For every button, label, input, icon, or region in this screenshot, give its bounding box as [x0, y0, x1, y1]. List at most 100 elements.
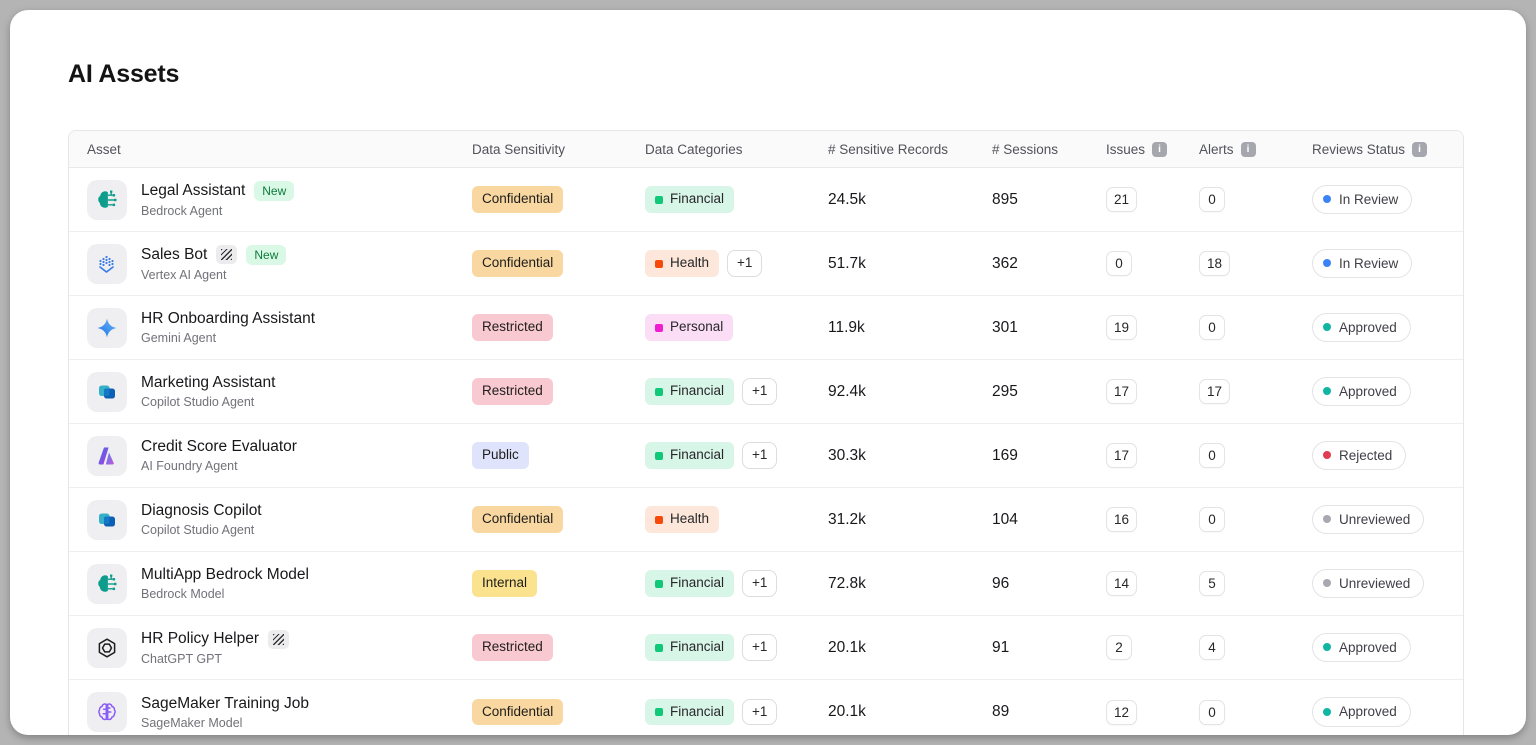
- alerts-count-chip[interactable]: 4: [1199, 635, 1225, 660]
- more-categories-chip[interactable]: +1: [727, 250, 763, 277]
- alerts-count-chip[interactable]: 17: [1199, 379, 1231, 404]
- asset-name: MultiApp Bedrock Model: [141, 566, 309, 583]
- alerts-count-chip[interactable]: 5: [1199, 571, 1225, 596]
- issues-count-chip[interactable]: 21: [1106, 187, 1138, 212]
- asset-type-label: Gemini Agent: [141, 331, 217, 345]
- data-sensitivity-badge: Confidential: [472, 506, 564, 533]
- status-dot-icon: [1323, 707, 1331, 716]
- data-categories-cell: Financial +1: [645, 634, 828, 661]
- table-header-row: Asset Data Sensitivity Data Categories # Se…: [69, 131, 1463, 168]
- review-status-label: Approved: [1339, 383, 1397, 399]
- category-label: Financial: [670, 191, 725, 207]
- data-categories-cell: Personal: [645, 314, 828, 341]
- status-dot-icon: [1323, 579, 1331, 588]
- more-categories-chip[interactable]: +1: [742, 634, 778, 661]
- alerts-count-chip[interactable]: 0: [1199, 315, 1225, 340]
- asset-type-label: Vertex AI Agent: [141, 268, 227, 283]
- asset-type-label: Bedrock Agent: [141, 204, 223, 219]
- column-header-sensitive-records: # Sensitive Records: [828, 142, 992, 157]
- asset-name: Legal Assistant: [141, 181, 246, 199]
- table-row[interactable]: Sales Bot New Vertex AI Agent Confidenti…: [69, 232, 1463, 296]
- review-status-badge: Unreviewed: [1312, 568, 1425, 599]
- asset-type-label: ChatGPT GPT: [141, 651, 223, 666]
- issues-count-chip[interactable]: 19: [1106, 315, 1138, 340]
- table-row[interactable]: SageMaker Training Job SageMaker Model C…: [69, 680, 1463, 735]
- category-dot-icon: [655, 323, 663, 332]
- data-categories-cell: Financial +1: [645, 442, 828, 469]
- data-sensitivity-badge: Confidential: [472, 186, 564, 213]
- status-dot-icon: [1323, 643, 1331, 652]
- table-row[interactable]: MultiApp Bedrock Model Bedrock Model Int…: [69, 552, 1463, 616]
- more-categories-chip[interactable]: +1: [742, 442, 778, 469]
- table-row[interactable]: Legal Assistant New Bedrock Agent Confid…: [69, 168, 1463, 232]
- sensitive-records-value: 11.9k: [828, 318, 865, 336]
- column-header-issues: Issues i: [1106, 141, 1199, 157]
- info-icon[interactable]: i: [1152, 141, 1168, 157]
- issues-count-chip[interactable]: 16: [1106, 507, 1138, 532]
- data-sensitivity-badge: Public: [472, 442, 529, 469]
- review-status-badge: Approved: [1312, 376, 1411, 407]
- more-categories-chip[interactable]: +1: [742, 378, 778, 405]
- sensitive-records-value: 30.3k: [828, 446, 866, 464]
- new-badge: New: [254, 180, 295, 202]
- category-dot-icon: [655, 387, 663, 396]
- openai-icon: [87, 627, 127, 668]
- data-sensitivity-badge: Internal: [472, 570, 538, 597]
- category-dot-icon: [655, 579, 663, 588]
- alerts-count-chip[interactable]: 0: [1199, 443, 1225, 468]
- issues-count-chip[interactable]: 17: [1106, 379, 1138, 404]
- diagonal-stripes-icon: [221, 249, 233, 261]
- category-chip-personal: Personal: [645, 314, 734, 341]
- data-categories-cell: Financial +1: [645, 570, 828, 597]
- review-status-badge: Approved: [1312, 312, 1411, 343]
- category-dot-icon: [655, 708, 663, 716]
- table-row[interactable]: Marketing Assistant Copilot Studio Agent…: [69, 360, 1463, 424]
- issues-count-chip[interactable]: 17: [1106, 443, 1138, 468]
- table-row[interactable]: HR Policy Helper ChatGPT GPT Restricted …: [69, 616, 1463, 680]
- copilot-icon: [87, 499, 127, 540]
- table-row[interactable]: Credit Score Evaluator AI Foundry Agent …: [69, 424, 1463, 488]
- category-label: Financial: [670, 703, 725, 719]
- data-sensitivity-badge: Restricted: [472, 378, 553, 405]
- asset-name: Diagnosis Copilot: [141, 502, 262, 519]
- more-categories-chip[interactable]: +1: [742, 698, 778, 726]
- column-header-asset: Asset: [69, 142, 472, 157]
- category-chip-financial: Financial: [645, 570, 735, 597]
- sensitive-records-value: 20.1k: [828, 638, 866, 656]
- alerts-count-chip[interactable]: 18: [1199, 251, 1231, 276]
- table-row[interactable]: HR Onboarding Assistant Gemini Agent Res…: [69, 296, 1463, 360]
- data-categories-cell: Financial +1: [645, 698, 828, 726]
- asset-type-label: SageMaker Model: [141, 715, 243, 730]
- ai-assets-table: Asset Data Sensitivity Data Categories # Se…: [68, 130, 1464, 735]
- issues-count-chip[interactable]: 14: [1106, 571, 1138, 596]
- table-row[interactable]: Diagnosis Copilot Copilot Studio Agent C…: [69, 488, 1463, 552]
- sessions-value: 295: [992, 382, 1018, 400]
- alerts-count-chip[interactable]: 0: [1199, 699, 1225, 725]
- issues-count-chip[interactable]: 12: [1106, 699, 1138, 725]
- category-label: Financial: [670, 639, 725, 655]
- sessions-value: 89: [992, 703, 1010, 720]
- ai-assets-panel: AI Assets Asset Data Sensitivity Data Cate…: [10, 10, 1526, 735]
- column-label: Reviews Status: [1312, 141, 1406, 157]
- info-icon[interactable]: i: [1240, 141, 1256, 157]
- diagonal-stripes-icon: [273, 633, 285, 645]
- status-dot-icon: [1323, 195, 1331, 204]
- gemini-icon: [87, 307, 127, 348]
- data-sensitivity-badge: Restricted: [472, 314, 553, 341]
- issues-count-chip[interactable]: 2: [1106, 635, 1132, 660]
- sessions-value: 104: [992, 510, 1018, 528]
- category-chip-financial: Financial: [645, 634, 735, 661]
- review-status-badge: Approved: [1312, 697, 1411, 727]
- issues-count-chip[interactable]: 0: [1106, 251, 1132, 276]
- sessions-value: 169: [992, 446, 1018, 464]
- hatched-badge: [216, 245, 238, 265]
- asset-name: Sales Bot: [141, 245, 208, 263]
- status-dot-icon: [1323, 387, 1331, 396]
- data-categories-cell: Health +1: [645, 250, 828, 277]
- new-badge: New: [246, 244, 287, 266]
- alerts-count-chip[interactable]: 0: [1199, 187, 1225, 212]
- category-label: Personal: [670, 319, 724, 335]
- alerts-count-chip[interactable]: 0: [1199, 507, 1225, 532]
- info-icon[interactable]: i: [1412, 141, 1428, 157]
- more-categories-chip[interactable]: +1: [742, 570, 778, 597]
